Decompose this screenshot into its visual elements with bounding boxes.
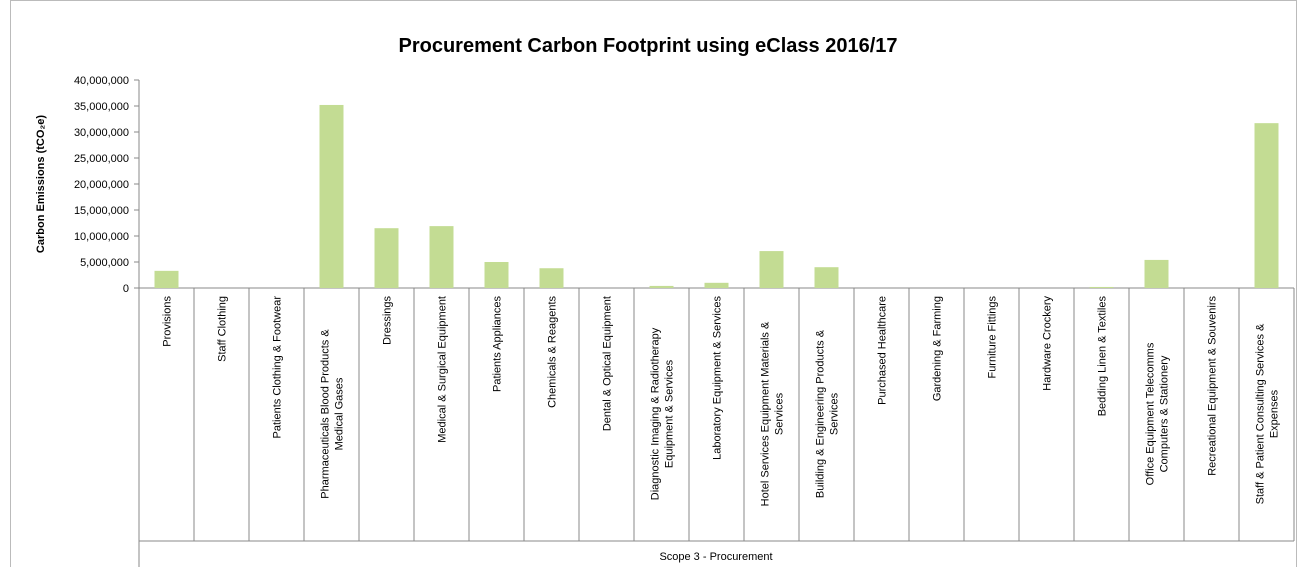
- x-tick-label: Office Equipment Telecomms: [1145, 342, 1157, 485]
- x-tick-label: Provisions: [162, 296, 174, 347]
- chart-title: Procurement Carbon Footprint using eClas…: [398, 35, 897, 57]
- x-tick-label: Staff & Patient Consulting Services &: [1255, 323, 1267, 504]
- x-tick-label: Patients Appliances: [492, 296, 504, 393]
- y-tick-label: 0: [123, 283, 129, 295]
- x-tick-label: Medical Gases: [334, 377, 346, 450]
- y-tick-label: 15,000,000: [74, 205, 129, 217]
- bar: [649, 285, 674, 288]
- y-tick-label: 35,000,000: [74, 101, 129, 113]
- bar: [1254, 123, 1279, 288]
- x-tick-label: Pharmaceuticals Blood Products &: [320, 329, 332, 499]
- bar: [539, 268, 564, 288]
- x-tick-label: Medical & Surgical Equipment: [437, 296, 449, 443]
- bar: [429, 226, 454, 288]
- bar: [1089, 286, 1114, 288]
- x-tick-label: Services: [774, 392, 786, 435]
- x-tick-label: Dressings: [382, 296, 394, 345]
- x-tick-label: Dental & Optical Equipment: [602, 296, 614, 431]
- x-tick-label: Laboratory Equipment & Services: [712, 296, 724, 460]
- bar: [759, 251, 784, 288]
- bar: [319, 104, 344, 289]
- x-tick-label: Building & Engineering Products &: [815, 329, 827, 498]
- x-tick-label: Bedding Linen & Textiles: [1097, 296, 1109, 417]
- x-tick-label: Diagnostic Imaging & Radiotherapy: [650, 327, 662, 500]
- x-tick-label: Patients Clothing & Footwear: [272, 296, 284, 439]
- bar: [1144, 259, 1169, 288]
- x-group-label: Scope 3 - Procurement: [659, 551, 772, 563]
- bar: [374, 228, 399, 288]
- x-tick-label: Expenses: [1269, 389, 1281, 438]
- y-tick-label: 20,000,000: [74, 179, 129, 191]
- x-tick-label: Hotel Services Equipment Materials &: [760, 321, 772, 506]
- x-tick-label: Chemicals & Reagents: [547, 296, 559, 408]
- y-tick-label: 25,000,000: [74, 153, 129, 165]
- x-tick-label: Purchased Healthcare: [877, 296, 889, 405]
- bar: [704, 282, 729, 288]
- x-tick-label: Computers & Stationery: [1159, 355, 1171, 472]
- x-tick-label: Services: [829, 392, 841, 435]
- bar: [484, 262, 509, 288]
- chart-frame: [10, 0, 1297, 567]
- x-tick-label: Recreational Equipment & Souvenirs: [1207, 296, 1219, 476]
- y-tick-label: 40,000,000: [74, 75, 129, 87]
- bar: [814, 267, 839, 288]
- x-tick-label: Hardware Crockery: [1042, 296, 1054, 391]
- y-tick-label: 10,000,000: [74, 231, 129, 243]
- y-tick-label: 5,000,000: [80, 257, 129, 269]
- x-tick-label: Equipment & Services: [664, 359, 676, 468]
- x-tick-label: Staff Clothing: [217, 296, 229, 362]
- y-axis-label: Carbon Emissions (tCO₂e): [35, 115, 47, 253]
- bar: [154, 270, 179, 288]
- x-tick-label: Gardening & Farming: [932, 296, 944, 401]
- y-tick-label: 30,000,000: [74, 127, 129, 139]
- x-tick-label: Furniture Fittings: [987, 296, 999, 379]
